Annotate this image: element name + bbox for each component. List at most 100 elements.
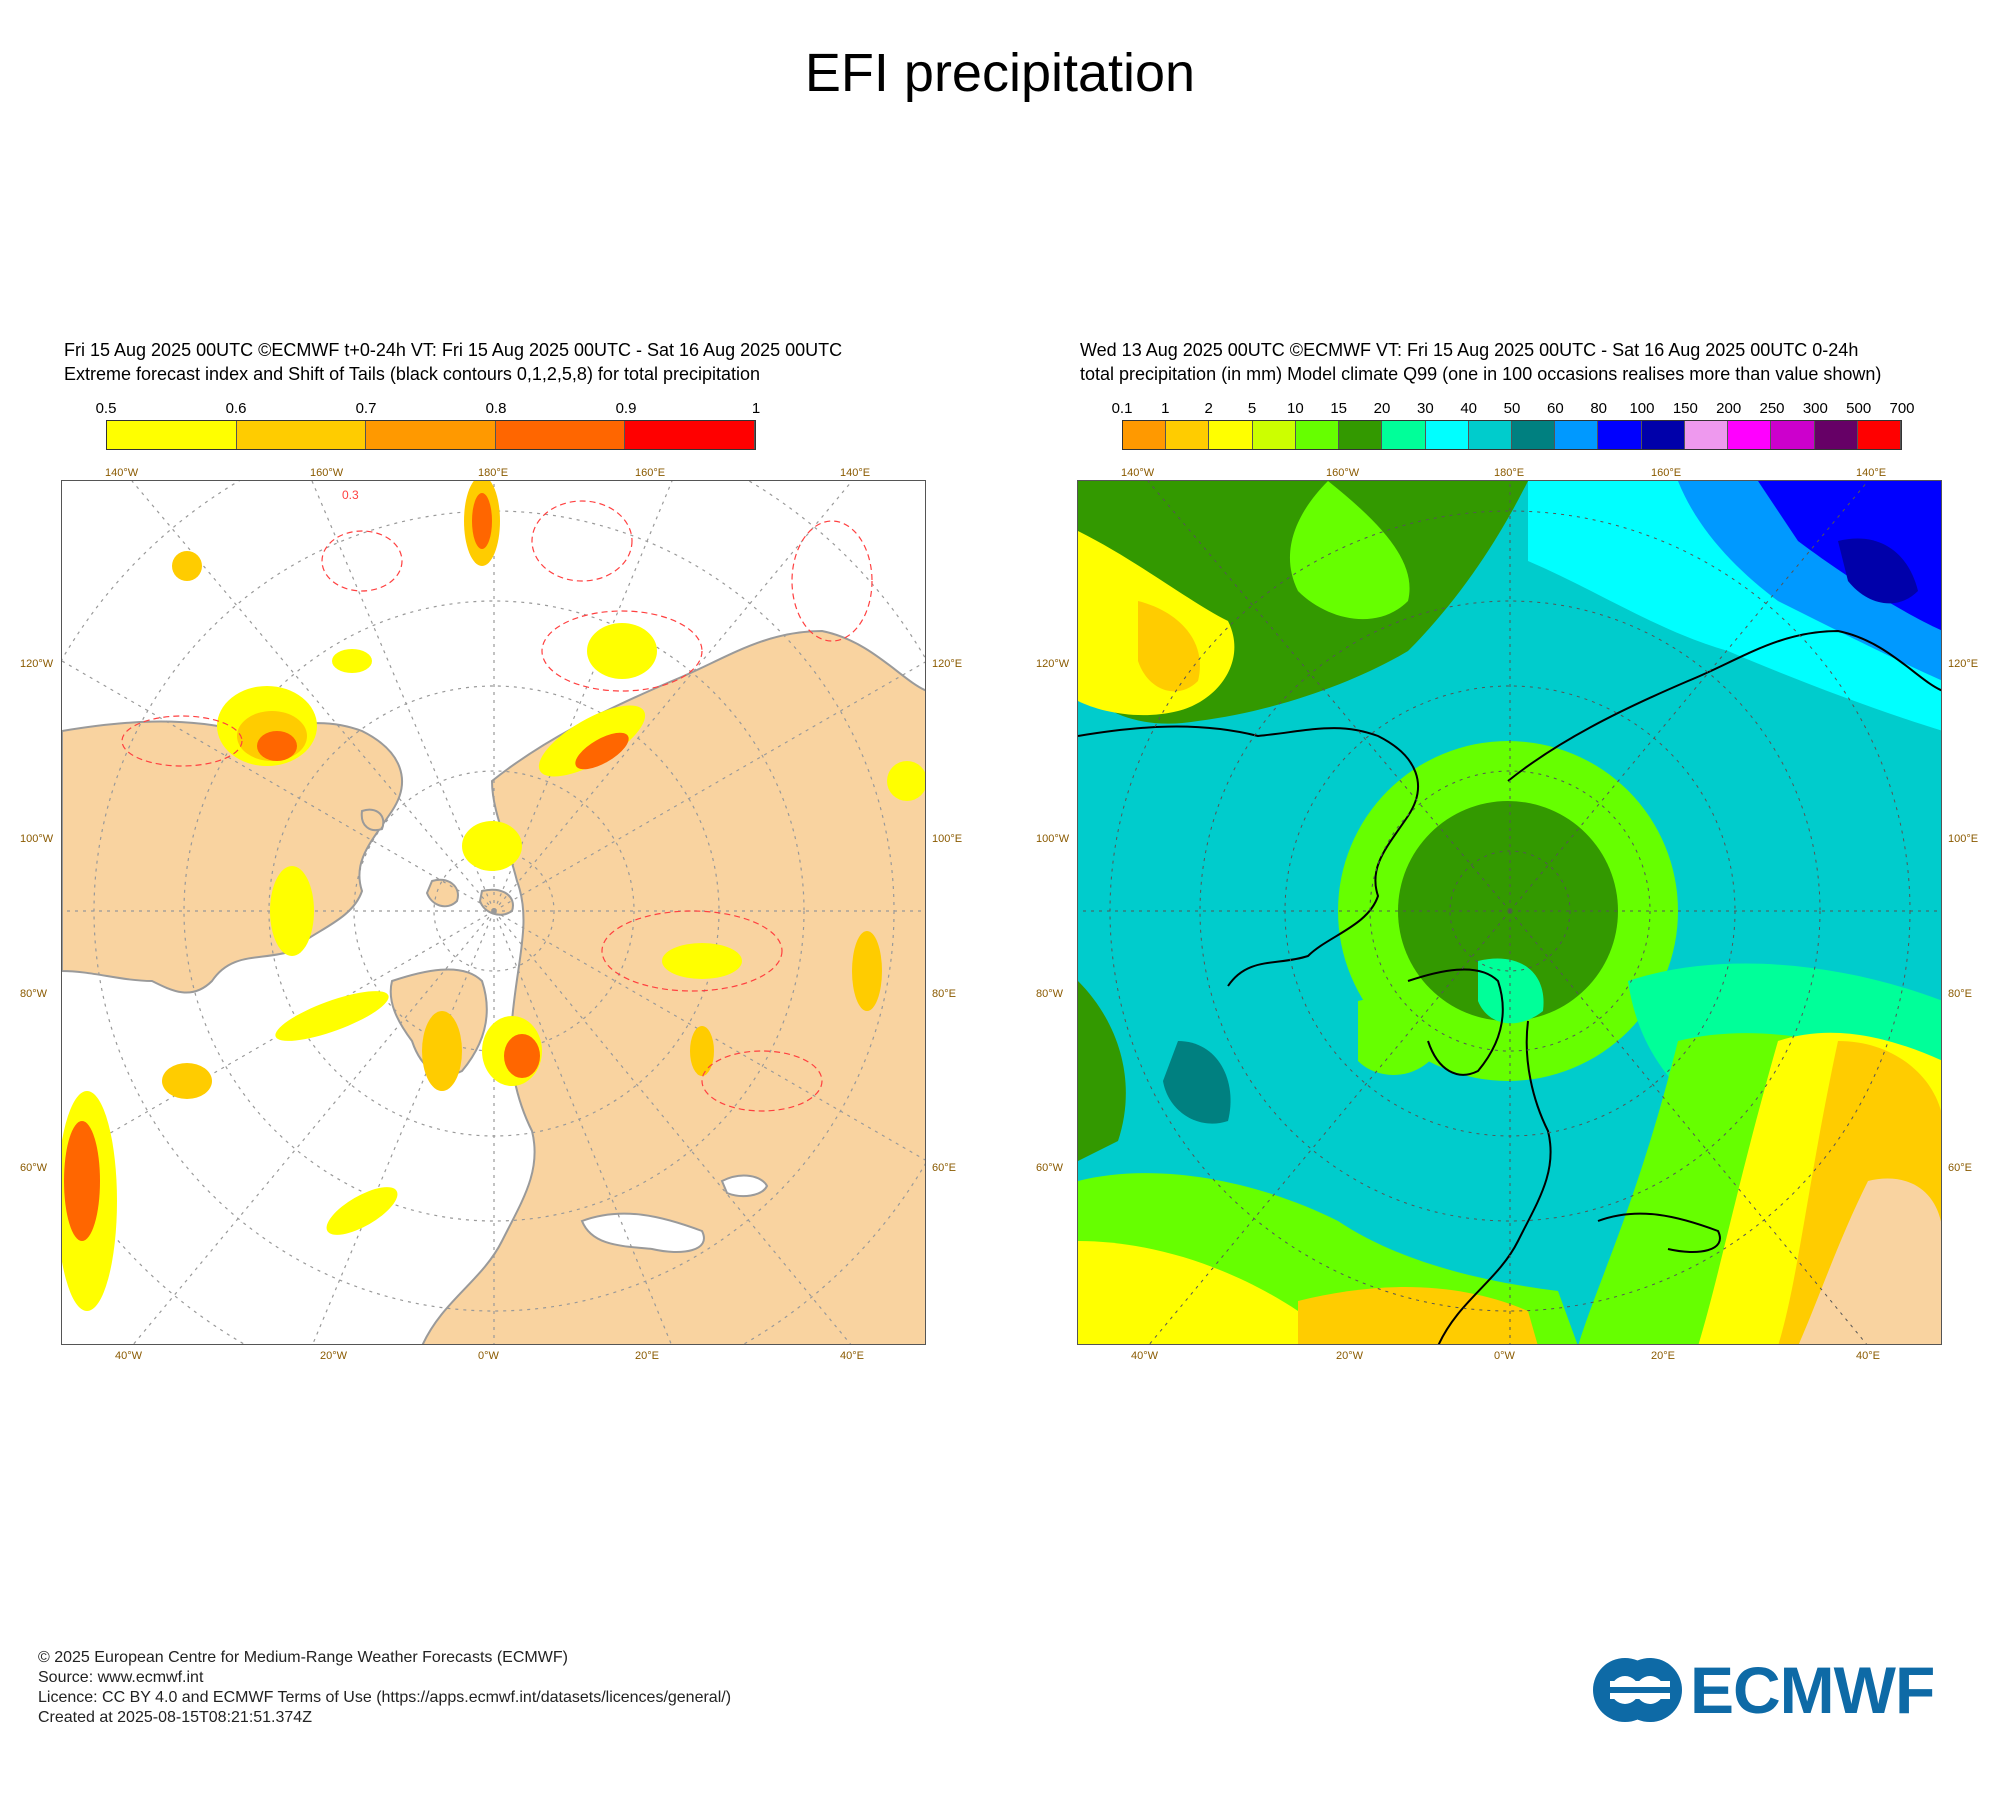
colorbar-swatch [1123,421,1167,449]
efi-colorbar-label: 1 [751,400,761,417]
tick-left-1: 120°W [20,658,54,670]
tick-left-2: 100°W [1036,833,1070,845]
efi-colorbar-label: 0.6 [225,400,247,417]
efi-colorbar-labels: 0.5 0.6 0.7 0.8 0.9 1 [96,400,761,420]
efi-colorbar [106,420,756,450]
precip-graticule [1078,481,1941,1344]
tick-right-4: 60°E [932,1162,956,1174]
tick-right-3: 80°E [1948,988,1972,1000]
precip-colorbar-label: 20 [1373,400,1391,417]
tick-bottom-2: 20°W [320,1350,348,1362]
tick-left-2: 100°W [20,833,54,845]
efi-03-contours [121,500,873,1112]
precip-map-svg [1078,481,1941,1344]
precip-colorbar [1122,420,1902,450]
colorbar-swatch [1814,421,1858,449]
precip-panel: Wed 13 Aug 2025 00UTC ©ECMWF VT: Fri 15 … [1036,330,1978,1380]
precip-colorbar-label: 2 [1204,400,1213,417]
land-masses [62,629,925,1344]
tick-bottom-4: 20°E [635,1350,659,1362]
efi-colorbar-label: 0.8 [485,400,507,417]
tick-right-2: 100°E [932,833,963,845]
colorbar-swatch [1641,421,1685,449]
tick-top-4: 160°E [1651,467,1682,479]
tick-top-5: 140°E [840,467,871,479]
colorbar-swatch [236,421,367,449]
precip-colorbar-label: 300 [1802,400,1828,417]
precip-colorbar-label: 200 [1716,400,1742,417]
precip-colorbar-label: 150 [1672,400,1698,417]
colorbar-swatch [625,421,755,449]
efi-colorbar-label: 0.7 [355,400,377,417]
footer: © 2025 European Centre for Medium-Range … [38,1648,731,1728]
tick-top-3: 180°E [1494,467,1525,479]
precip-colorbar-label: 250 [1759,400,1785,417]
tick-top-4: 160°E [635,467,666,479]
colorbar-swatch [1252,421,1296,449]
colorbar-swatch [1166,421,1210,449]
colorbar-swatch [1425,421,1469,449]
ecmwf-logo-icon [1593,1658,1682,1722]
colorbar-swatch [107,421,237,449]
precip-colorbar-label: 10 [1286,400,1304,417]
footer-created: Created at 2025-08-15T08:21:51.374Z [38,1709,312,1726]
efi-anomalies [62,481,925,1311]
efi-map: 0.3 [61,480,926,1345]
footer-source: Source: www.ecmwf.int [38,1669,204,1686]
tick-right-3: 80°E [932,988,956,1000]
efi-colorbar-label: 0.9 [615,400,637,417]
tick-top-2: 160°W [1326,467,1360,479]
precip-colorbar-labels: 0.1 1 2 5 10 15 20 30 40 50 60 80 100 150 200 250 300 500… [1112,400,1915,420]
colorbar-swatch [1771,421,1815,449]
footer-copyright: © 2025 European Centre for Medium-Range … [38,1649,568,1666]
tick-top-1: 140°W [1121,467,1155,479]
precip-header-line1: Wed 13 Aug 2025 00UTC ©ECMWF VT: Fri 15 … [1080,340,1859,360]
tick-left-3: 80°W [1036,988,1064,1000]
precip-map [1077,480,1942,1345]
tick-bottom-4: 20°E [1651,1350,1675,1362]
tick-top-3: 180°E [478,467,509,479]
tick-right-2: 100°E [1948,833,1979,845]
colorbar-swatch [1382,421,1426,449]
precip-header-line2: total precipitation (in mm) Model climat… [1080,364,1882,384]
efi-header-line2: Extreme forecast index and Shift of Tail… [64,364,761,384]
colorbar-swatch [1684,421,1729,449]
precip-colorbar-label: 50 [1503,400,1521,417]
precip-colorbar-label: 60 [1546,400,1564,417]
tick-right-1: 120°E [1948,658,1979,670]
ecmwf-logo: ECMWF [1590,1655,1970,1725]
footer-licence: Licence: CC BY 4.0 and ECMWF Terms of Us… [38,1689,732,1706]
colorbar-swatch [1857,421,1901,449]
tick-top-1: 140°W [105,467,139,479]
tick-left-4: 60°W [1036,1162,1064,1174]
tick-left-3: 80°W [20,988,48,1000]
tick-bottom-2: 20°W [1336,1350,1364,1362]
tick-right-1: 120°E [932,658,963,670]
precip-colorbar-label: 80 [1590,400,1607,417]
tick-bottom-3: 0°W [1494,1350,1515,1362]
tick-top-2: 160°W [310,467,344,479]
page-title: EFI precipitation [804,43,1196,103]
precip-colorbar-label: 0.1 [1111,400,1133,417]
precip-colorbar-label: 500 [1846,400,1872,417]
precip-colorbar-label: 15 [1330,400,1347,417]
efi-map-svg: 0.3 [62,481,925,1344]
tick-bottom-3: 0°W [478,1350,499,1362]
efi-panel: Fri 15 Aug 2025 00UTC ©ECMWF t+0-24h VT:… [20,330,962,1380]
precip-colorbar-label: 5 [1247,400,1257,417]
colorbar-swatch [1468,421,1512,449]
tick-bottom-1: 40°W [115,1350,143,1362]
efi-colorbar-label: 0.5 [95,400,117,417]
colorbar-swatch [1339,421,1383,449]
tick-left-4: 60°W [20,1162,48,1174]
tick-bottom-5: 40°E [840,1350,864,1362]
ecmwf-logo-text: ECMWF [1690,1653,1935,1727]
colorbar-swatch [1728,421,1772,449]
colorbar-swatch [1295,421,1340,449]
colorbar-swatch [1511,421,1556,449]
colorbar-swatch [1598,421,1642,449]
efi-header-line1: Fri 15 Aug 2025 00UTC ©ECMWF t+0-24h VT:… [64,340,843,360]
tick-right-4: 60°E [1948,1162,1972,1174]
colorbar-swatch [366,421,496,449]
colorbar-swatch [1209,421,1253,449]
